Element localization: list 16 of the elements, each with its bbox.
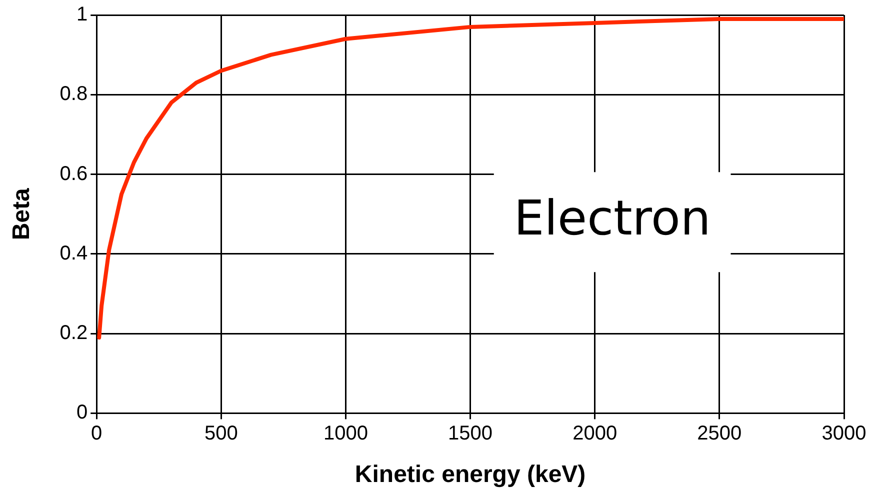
y-tick-label: 0.6 — [60, 162, 88, 185]
x-tick-label: 1500 — [448, 422, 493, 445]
y-tick-label: 1 — [76, 4, 88, 26]
x-axis-title: Kinetic energy (keV) — [354, 461, 586, 488]
y-tick-label: 0.4 — [60, 242, 88, 264]
x-tick-label: 2500 — [697, 422, 742, 445]
x-tick-label: 3000 — [822, 422, 866, 445]
annotation: Electron — [514, 190, 711, 247]
y-tick-label: 0 — [76, 402, 88, 424]
x-tick-label: 500 — [204, 422, 238, 445]
y-tick-label: 0.8 — [60, 83, 88, 106]
y-axis-title: Beta — [8, 187, 36, 240]
x-tick-label: 1000 — [323, 422, 368, 445]
y-tick-label: 0.2 — [60, 322, 88, 344]
x-tick-label: 0 — [91, 422, 102, 445]
x-tick-label: 2000 — [572, 422, 618, 445]
